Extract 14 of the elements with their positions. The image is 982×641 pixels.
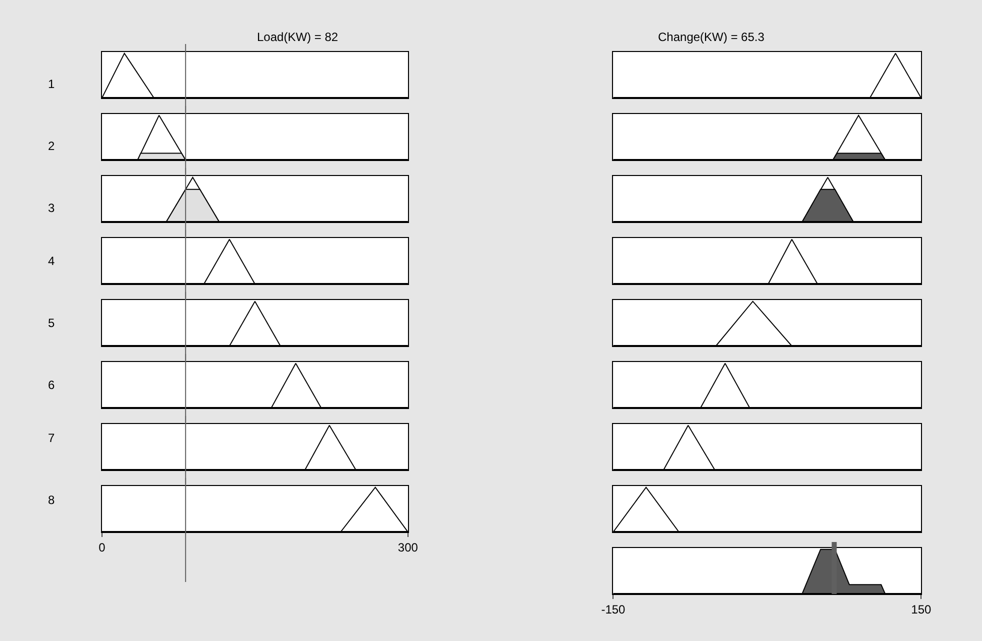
x-tick-label: -150 [601, 602, 626, 616]
y-axis-title: 1 [48, 77, 55, 91]
y-axis-title: 5 [48, 316, 55, 330]
y-axis-title: 8 [48, 493, 55, 507]
y-axis-title: 7 [48, 431, 55, 445]
chart-title: Change(KW) = 65.3 [658, 30, 765, 44]
y-axis-title: 6 [48, 378, 55, 392]
y-axis-title: 4 [48, 254, 55, 268]
x-tick-label: 150 [911, 602, 932, 616]
y-axis-title: 2 [48, 139, 55, 153]
chart-title: Load(KW) = 82 [257, 30, 338, 44]
x-tick-label: 0 [98, 540, 106, 554]
y-axis-title: 3 [48, 201, 55, 215]
x-tick-label: 300 [398, 540, 418, 554]
